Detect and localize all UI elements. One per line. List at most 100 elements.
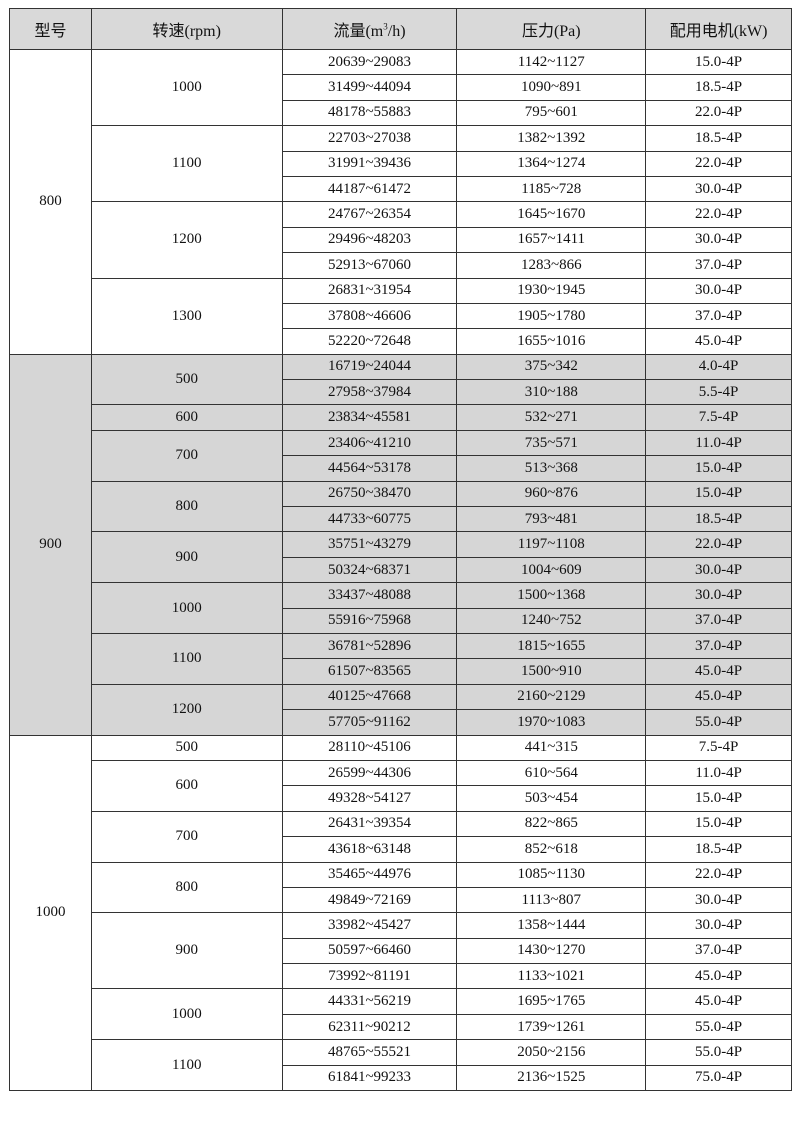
pressure-cell: 441~315 xyxy=(456,734,647,761)
motor-cell: 30.0-4P xyxy=(645,226,792,254)
pressure-cell: 1085~1130 xyxy=(456,861,647,888)
motor-cell: 30.0-4P xyxy=(645,277,792,304)
motor-cell: 30.0-4P xyxy=(645,912,792,939)
motor-cell: 22.0-4P xyxy=(645,99,792,127)
pressure-cell: 1655~1016 xyxy=(456,328,647,355)
flow-cell: 48178~55883 xyxy=(281,99,458,127)
motor-cell: 15.0-4P xyxy=(645,455,792,482)
motor-cell: 45.0-4P xyxy=(645,328,792,355)
table-row: 31991~39436 1364~1274 22.0-4P xyxy=(10,150,792,177)
table-row: 62311~90212 1739~1261 55.0-4P xyxy=(10,1013,792,1041)
pressure-cell: 513~368 xyxy=(456,455,647,482)
table-row: 1200 24767~26354 1645~1670 22.0-4P xyxy=(10,201,792,279)
flow-cell: 23834~45581 xyxy=(281,404,458,431)
pressure-cell: 1815~1655 xyxy=(456,632,647,660)
motor-cell: 15.0-4P xyxy=(645,810,792,838)
table-row: 44564~53178 513~368 15.0-4P xyxy=(10,455,792,482)
pressure-cell: 822~865 xyxy=(456,810,647,838)
flow-cell: 52913~67060 xyxy=(281,252,458,279)
pressure-cell: 2160~2129 xyxy=(456,683,647,711)
table-row: 1000 44331~56219 1695~1765 45.0-4P xyxy=(10,988,792,1041)
speed-cell: 900 xyxy=(90,531,283,584)
table-row: 800 35465~44976 1085~1130 22.0-4P xyxy=(10,861,792,914)
speed-cell: 1300 xyxy=(90,277,283,355)
motor-cell: 18.5-4P xyxy=(645,74,792,101)
table-row: 44187~61472 1185~728 30.0-4P xyxy=(10,175,792,203)
flow-cell: 26599~44306 xyxy=(281,759,458,787)
flow-cell: 50324~68371 xyxy=(281,556,458,584)
pressure-cell: 1197~1108 xyxy=(456,531,647,558)
motor-cell: 75.0-4P xyxy=(645,1064,792,1092)
flow-cell: 49849~72169 xyxy=(281,886,458,914)
flow-cell: 27958~37984 xyxy=(281,379,458,406)
pressure-cell: 795~601 xyxy=(456,99,647,127)
motor-cell: 45.0-4P xyxy=(645,683,792,711)
motor-cell: 30.0-4P xyxy=(645,886,792,914)
pressure-cell: 1500~910 xyxy=(456,658,647,685)
motor-cell: 45.0-4P xyxy=(645,963,792,990)
motor-cell: 45.0-4P xyxy=(645,658,792,685)
flow-cell: 26750~38470 xyxy=(281,480,458,508)
pressure-cell: 1382~1392 xyxy=(456,125,647,152)
flow-cell: 52220~72648 xyxy=(281,328,458,355)
motor-cell: 37.0-4P xyxy=(645,937,792,965)
speed-cell: 900 xyxy=(90,912,283,990)
pressure-cell: 610~564 xyxy=(456,759,647,787)
motor-cell: 7.5-4P xyxy=(645,734,792,761)
table-row: 31499~44094 1090~891 18.5-4P xyxy=(10,74,792,101)
pressure-cell: 1739~1261 xyxy=(456,1013,647,1041)
table-row: 600 23834~45581 532~271 7.5-4P xyxy=(10,404,792,431)
model-cell: 900 xyxy=(9,353,92,736)
flow-cell: 43618~63148 xyxy=(281,836,458,863)
table-row: 61841~99233 2136~1525 75.0-4P xyxy=(10,1064,792,1092)
table-row: 27958~37984 310~188 5.5-4P xyxy=(10,379,792,406)
table-row: 29496~48203 1657~1411 30.0-4P xyxy=(10,226,792,254)
motor-cell: 11.0-4P xyxy=(645,759,792,787)
table-row: 800 1000 20639~29083 1142~1127 15.0-4P xyxy=(9,48,792,355)
table-row: 700 23406~41210 735~571 11.0-4P xyxy=(10,429,792,482)
flow-cell: 31991~39436 xyxy=(281,150,458,177)
flow-cell: 48765~55521 xyxy=(281,1039,458,1066)
model-cell: 1000 xyxy=(9,734,92,1092)
flow-cell: 57705~91162 xyxy=(281,709,458,736)
speed-cell: 1000 xyxy=(90,988,283,1041)
pressure-cell: 793~481 xyxy=(456,506,647,533)
pressure-cell: 1240~752 xyxy=(456,607,647,634)
pressure-cell: 532~271 xyxy=(456,404,647,431)
pressure-cell: 1657~1411 xyxy=(456,226,647,254)
pressure-cell: 735~571 xyxy=(456,429,647,457)
pressure-cell: 1142~1127 xyxy=(456,48,647,76)
motor-cell: 30.0-4P xyxy=(645,582,792,609)
flow-cell: 33437~48088 xyxy=(281,582,458,609)
header-flow-prefix: 流量(m xyxy=(333,23,384,40)
motor-cell: 15.0-4P xyxy=(645,785,792,812)
flow-cell: 26831~31954 xyxy=(281,277,458,304)
pressure-cell: 1364~1274 xyxy=(456,150,647,177)
flow-cell: 50597~66460 xyxy=(281,937,458,965)
flow-cell: 44187~61472 xyxy=(281,175,458,203)
pressure-cell: 1500~1368 xyxy=(456,582,647,609)
flow-cell: 44331~56219 xyxy=(281,988,458,1015)
table-row: 50597~66460 1430~1270 37.0-4P xyxy=(10,937,792,965)
pressure-cell: 1185~728 xyxy=(456,175,647,203)
speed-cell: 1100 xyxy=(90,125,283,203)
speed-cell: 700 xyxy=(90,810,283,863)
speed-cell: 700 xyxy=(90,429,283,482)
speed-cell: 800 xyxy=(90,480,283,533)
flow-cell: 20639~29083 xyxy=(281,48,458,76)
pressure-cell: 1905~1780 xyxy=(456,302,647,330)
table-row: 900 35751~43279 1197~1108 22.0-4P xyxy=(10,531,792,584)
table-row: 50324~68371 1004~609 30.0-4P xyxy=(10,556,792,584)
flow-cell: 28110~45106 xyxy=(281,734,458,761)
flow-cell: 61841~99233 xyxy=(281,1064,458,1092)
speed-cell: 500 xyxy=(90,734,283,761)
header-flow-sup: 3 xyxy=(383,21,388,32)
pressure-cell: 1004~609 xyxy=(456,556,647,584)
table-row: 1000 500 28110~45106 441~315 7.5-4P xyxy=(9,734,792,1092)
flow-cell: 44733~60775 xyxy=(281,506,458,533)
motor-cell: 55.0-4P xyxy=(645,1013,792,1041)
table-row: 1100 48765~55521 2050~2156 55.0-4P xyxy=(10,1039,792,1092)
pressure-cell: 1930~1945 xyxy=(456,277,647,304)
motor-cell: 15.0-4P xyxy=(645,48,792,76)
flow-cell: 29496~48203 xyxy=(281,226,458,254)
